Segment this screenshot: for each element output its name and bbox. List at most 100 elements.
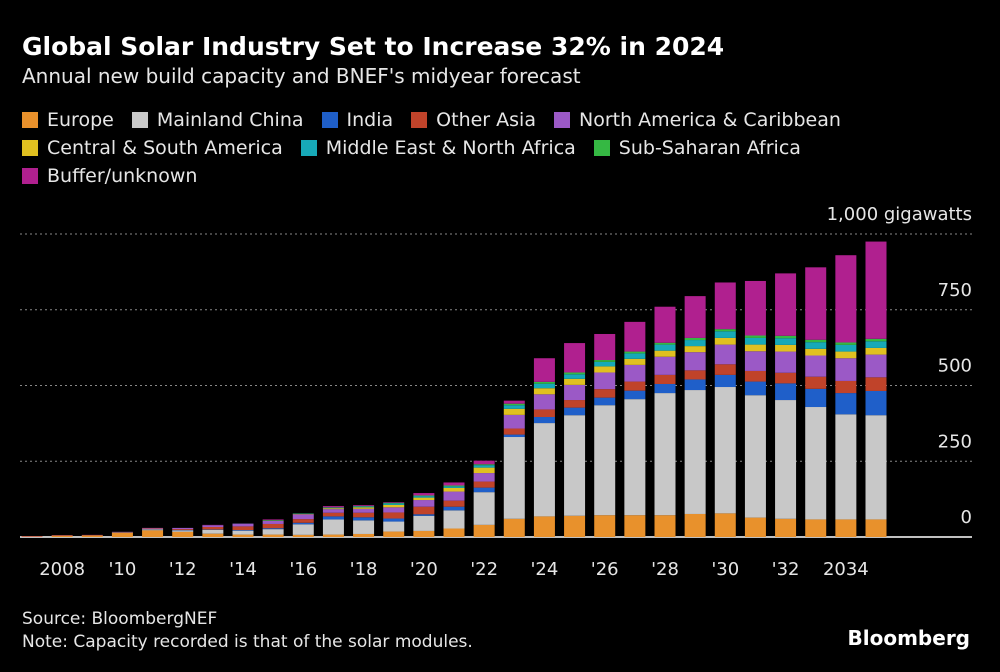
x-tick-label: '12	[169, 559, 197, 580]
bar-segment	[594, 389, 616, 398]
note: Note: Capacity recorded is that of the s…	[22, 632, 473, 652]
legend-item: Central & South America	[22, 136, 283, 160]
bar-segment	[594, 515, 616, 537]
bar-segment	[533, 516, 555, 537]
bar-segment	[353, 508, 375, 513]
bar-segment	[714, 387, 736, 514]
bar-segment	[503, 434, 525, 438]
bar-segment	[413, 514, 435, 516]
bar-segment	[533, 417, 555, 424]
bar-segment	[21, 536, 43, 537]
bar-segment	[292, 514, 314, 520]
legend-swatch	[22, 112, 38, 128]
bar-segment	[533, 383, 555, 389]
bar-segment	[564, 343, 586, 373]
bar-segment	[835, 358, 857, 381]
bar-segment	[413, 530, 435, 537]
bar-segment	[684, 337, 706, 341]
bar-segment	[564, 515, 586, 537]
bar-segment	[714, 331, 736, 338]
legend-swatch	[300, 140, 317, 156]
bar-segment	[142, 527, 164, 529]
bar-segment	[835, 344, 857, 352]
bar-segment	[443, 506, 465, 511]
bar-segment	[81, 535, 103, 537]
bar-segment	[443, 500, 465, 507]
bar-segment	[684, 346, 706, 353]
bar-segment	[383, 518, 405, 522]
bar-segment	[865, 341, 887, 348]
legend: Europe Mainland China India Other Asia North…	[22, 108, 902, 188]
bar-segment	[322, 519, 344, 535]
bar-segment	[714, 374, 736, 388]
bar-segment	[654, 306, 676, 343]
bar-segment	[503, 428, 525, 435]
bar-segment	[805, 388, 827, 408]
bar-segment	[865, 519, 887, 537]
bar-segment	[262, 520, 284, 524]
legend-swatch	[22, 140, 38, 156]
bar-segment	[533, 381, 555, 384]
bar-segment	[503, 403, 525, 406]
bar-segment	[503, 414, 525, 429]
y-tick-label: 1,000 gigawatts	[827, 204, 972, 225]
bar-segment	[383, 507, 405, 513]
bar-segment	[413, 506, 435, 515]
bar-segment	[292, 534, 314, 537]
bar-segment	[624, 364, 646, 382]
legend-item: North America & Caribbean	[553, 108, 841, 132]
bar-segment	[624, 321, 646, 352]
bar-segment	[503, 400, 525, 404]
bar-segment	[503, 518, 525, 537]
legend-label: India	[346, 109, 394, 131]
bar-segment	[413, 495, 435, 497]
bar-segment	[624, 353, 646, 359]
bar-segment	[202, 525, 224, 528]
bar-segment	[744, 395, 766, 518]
bar-segment	[624, 515, 646, 537]
bar-segment	[232, 530, 254, 535]
legend-label: North America & Caribbean	[578, 109, 841, 131]
bar-segment	[654, 393, 676, 516]
bar-segment	[292, 524, 314, 535]
bar-segment	[353, 517, 375, 521]
bar-segment	[594, 397, 616, 406]
bar-segment	[202, 527, 224, 530]
bar-segment	[383, 521, 405, 532]
x-tick-label: '28	[651, 559, 679, 580]
bar-segment	[383, 502, 405, 503]
bar-segment	[564, 378, 586, 385]
legend-swatch	[22, 168, 38, 184]
bar-segment	[443, 485, 465, 487]
bar-segment	[654, 515, 676, 537]
bar-segment	[714, 337, 736, 345]
bar-segment	[142, 528, 164, 530]
bar-segment	[624, 390, 646, 400]
bar-segment	[805, 376, 827, 389]
brand: Bloomberg	[847, 626, 970, 650]
bar-segment	[262, 519, 284, 521]
bar-segment	[473, 492, 495, 525]
x-tick-label: '32	[772, 559, 800, 580]
bar-segment	[322, 507, 344, 509]
legend-item: Mainland China	[131, 108, 304, 132]
x-tick-label: '24	[530, 559, 558, 580]
bar-segment	[533, 388, 555, 395]
bar-segment	[865, 241, 887, 339]
bar-segment	[172, 527, 194, 530]
bar-segment	[744, 335, 766, 338]
bar-segment	[413, 500, 435, 507]
bar-segment	[383, 504, 405, 508]
bar-segment	[322, 516, 344, 520]
bar-segment	[473, 465, 495, 468]
bar-segment	[142, 530, 164, 537]
bar-segment	[262, 529, 284, 535]
legend-item: Europe	[22, 108, 114, 132]
bar-segment	[805, 407, 827, 520]
legend-item: Other Asia	[411, 108, 536, 132]
bar-segment	[775, 518, 797, 537]
legend-swatch	[593, 140, 610, 156]
bar-segment	[172, 531, 194, 537]
bar-segment	[232, 523, 254, 527]
bar-segment	[835, 255, 857, 343]
